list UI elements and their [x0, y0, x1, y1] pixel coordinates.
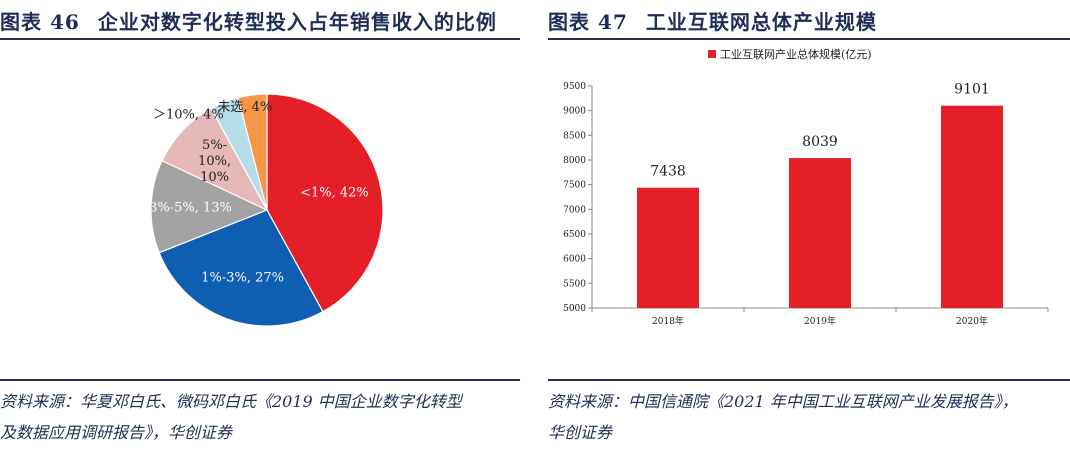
- legend-label: 工业互联网产业总体规模(亿元): [720, 47, 872, 61]
- y-tick-label: 8000: [563, 156, 586, 166]
- bar: [789, 158, 851, 308]
- right-source-note: 资料来源：中国信通院《2021 年中国工业互联网产业发展报告》， 华创证券: [548, 386, 1018, 448]
- y-tick-label: 9500: [563, 82, 586, 92]
- y-tick-label: 6000: [563, 255, 586, 265]
- y-tick-label: 9000: [563, 107, 586, 117]
- bar-value-label: 9101: [954, 82, 990, 98]
- left-source-rule: [0, 379, 520, 381]
- pie-slice: [237, 93, 268, 211]
- left-source-line-1: 资料来源：华夏邓白氏、微码邓白氏《2019 中国企业数字化转型: [0, 392, 462, 411]
- x-tick-label: 2019年: [804, 315, 836, 327]
- left-figure-title: 图表 46 企业对数字化转型投入占年销售收入的比例: [0, 6, 497, 35]
- right-source-line-2: 华创证券: [548, 423, 613, 442]
- bar: [637, 187, 699, 308]
- left-figure-number: 46: [50, 10, 80, 34]
- x-tick-label: 2018年: [652, 315, 684, 327]
- pie-slice: [150, 159, 269, 254]
- chart-legend: 工业互联网产业总体规模(亿元): [708, 47, 872, 61]
- left-source-line-2: 及数据应用调研报告》，华创证券: [0, 423, 233, 442]
- right-title-rule: [548, 38, 1070, 40]
- right-figure-title: 图表 47 工业互联网总体产业规模: [548, 6, 877, 35]
- right-figure-label: 图表: [548, 10, 590, 34]
- right-figure-panel: 图表 47 工业互联网总体产业规模 工业互联网产业总体规模(亿元) 5000 5500 6…: [548, 0, 1070, 453]
- pie-slice: [266, 93, 384, 313]
- bar-value-label: 8039: [802, 134, 838, 150]
- pie-chart: <1%, 42% 1%-3%, 27% 3%-5%, 13% 5%-10%, 10% ＞1…: [149, 93, 384, 327]
- pie-slice-label: 5%-10%, 10%: [198, 138, 231, 185]
- right-source-rule: [548, 379, 1070, 381]
- bar-value-label: 7438: [650, 164, 686, 180]
- y-tick-label: 7500: [563, 181, 586, 191]
- left-figure-label: 图表: [0, 10, 42, 34]
- right-figure-number: 47: [598, 10, 628, 34]
- bar-chart: 工业互联网产业总体规模(亿元) 5000 5500 6000 6500 7000 7500 8…: [563, 47, 1049, 327]
- left-figure-panel: 图表 46 企业对数字化转型投入占年销售收入的比例 <1%, 42% 1%-3%, 2…: [0, 0, 520, 453]
- left-title-rule: [0, 38, 520, 40]
- y-tick-label: 5500: [563, 279, 586, 289]
- pie-slice-label: <1%, 42%: [300, 186, 369, 201]
- y-tick-label: 7000: [563, 205, 586, 215]
- right-figure-title-text: 工业互联网总体产业规模: [645, 10, 877, 34]
- x-tick-label: 2020年: [956, 315, 988, 327]
- left-figure-title-text: 企业对数字化转型投入占年销售收入的比例: [97, 10, 497, 34]
- y-tick-label: 6500: [563, 230, 586, 240]
- y-tick-label: 5000: [563, 304, 586, 314]
- bar: [941, 105, 1003, 309]
- pie-slice-label: 未选, 4%: [217, 100, 272, 115]
- pie-slice-label: 3%-5%, 13%: [149, 201, 232, 216]
- left-source-note: 资料来源：华夏邓白氏、微码邓白氏《2019 中国企业数字化转型 及数据应用调研报…: [0, 386, 462, 448]
- pie-slice: [158, 209, 324, 327]
- legend-swatch: [708, 50, 716, 58]
- pie-slice: [161, 107, 269, 212]
- right-source-line-1: 资料来源：中国信通院《2021 年中国工业互联网产业发展报告》，: [548, 392, 1018, 411]
- pie-slice-label: 1%-3%, 27%: [201, 271, 284, 286]
- pie-slice-label: ＞10%, 4%: [153, 108, 224, 123]
- y-tick-label: 8500: [563, 131, 586, 141]
